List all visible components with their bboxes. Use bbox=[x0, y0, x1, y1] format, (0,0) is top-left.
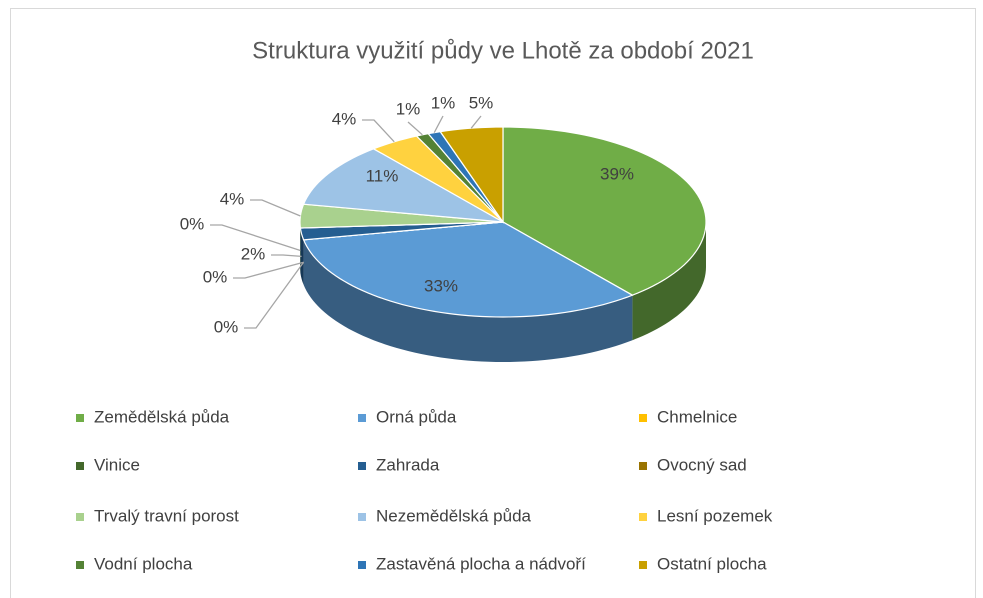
legend-label: Chmelnice bbox=[657, 407, 737, 426]
legend-label: Lesní pozemek bbox=[657, 506, 773, 525]
legend-swatch bbox=[639, 414, 647, 422]
legend-label: Ostatní plocha bbox=[657, 554, 767, 573]
leader-line bbox=[362, 119, 395, 143]
legend-label: Orná půda bbox=[376, 407, 457, 426]
leader-line bbox=[250, 199, 301, 217]
slice-side bbox=[300, 227, 304, 285]
legend-swatch bbox=[358, 414, 366, 422]
data-label: 4% bbox=[220, 189, 245, 208]
leader-line bbox=[407, 121, 423, 136]
leader-line bbox=[433, 115, 444, 133]
data-label: 0% bbox=[180, 214, 205, 233]
leader-line bbox=[271, 254, 302, 258]
legend-label: Vinice bbox=[94, 455, 140, 474]
legend-label: Zemědělská půda bbox=[94, 407, 230, 426]
data-label: 5% bbox=[469, 93, 494, 112]
leader-line bbox=[233, 261, 304, 279]
data-label: 0% bbox=[214, 317, 239, 336]
data-label: 2% bbox=[241, 244, 266, 263]
data-label: 0% bbox=[203, 267, 228, 286]
leader-line bbox=[470, 115, 482, 129]
data-label: 1% bbox=[431, 93, 456, 112]
legend-label: Zahrada bbox=[376, 455, 440, 474]
chart-title: Struktura využití půdy ve Lhotě za obdob… bbox=[252, 37, 754, 64]
legend-swatch bbox=[639, 513, 647, 521]
legend-label: Nezemědělská půda bbox=[376, 506, 532, 525]
legend-swatch bbox=[358, 561, 366, 569]
leader-line bbox=[210, 224, 301, 252]
legend-swatch bbox=[358, 513, 366, 521]
slice-side bbox=[632, 222, 706, 341]
data-label: 11% bbox=[366, 166, 399, 185]
legend-label: Zastavěná plocha a nádvoří bbox=[376, 554, 586, 573]
slice bbox=[302, 148, 504, 223]
data-label: 1% bbox=[396, 99, 421, 118]
legend-swatch bbox=[76, 462, 84, 470]
slice bbox=[439, 126, 504, 224]
legend-swatch bbox=[76, 414, 84, 422]
data-label: 33% bbox=[424, 276, 458, 295]
legend-swatch bbox=[76, 513, 84, 521]
legend-swatch bbox=[358, 462, 366, 470]
slice bbox=[372, 135, 504, 223]
legend-label: Trvalý travní porost bbox=[94, 506, 239, 525]
slice-side bbox=[303, 239, 633, 362]
legend-swatch bbox=[639, 462, 647, 470]
legend-label: Ovocný sad bbox=[657, 455, 747, 474]
data-label: 4% bbox=[332, 109, 357, 128]
data-label: 39% bbox=[600, 164, 634, 183]
slice bbox=[502, 126, 707, 296]
leader-line bbox=[244, 261, 305, 329]
slice bbox=[302, 221, 634, 318]
legend-swatch bbox=[639, 561, 647, 569]
legend-label: Vodní plocha bbox=[94, 554, 193, 573]
legend-swatch bbox=[76, 561, 84, 569]
